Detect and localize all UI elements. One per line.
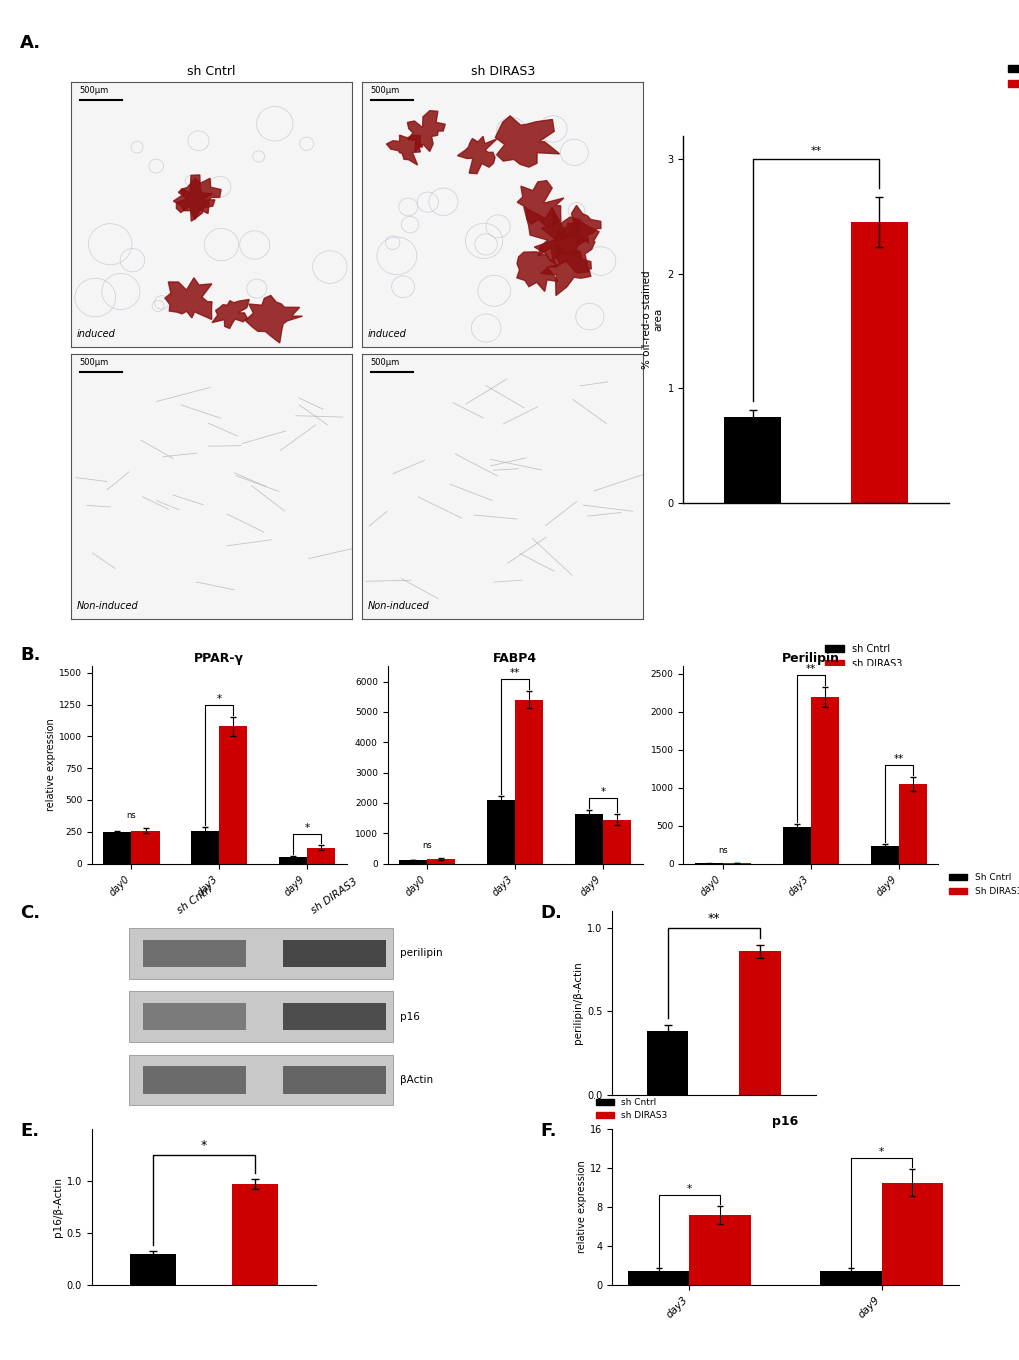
- Bar: [515, 700, 543, 864]
- Text: **: **: [707, 911, 719, 925]
- Text: *: *: [305, 823, 310, 832]
- Text: sh Cntrl: sh Cntrl: [186, 65, 235, 78]
- Bar: [128, 928, 392, 979]
- Bar: [486, 800, 515, 864]
- Text: **: **: [510, 669, 520, 679]
- Text: perilipin: perilipin: [399, 948, 442, 959]
- Bar: [739, 951, 781, 1095]
- Bar: [870, 846, 898, 864]
- Text: βActin: βActin: [399, 1074, 433, 1085]
- Bar: [131, 831, 159, 864]
- Polygon shape: [245, 295, 303, 343]
- Text: *: *: [686, 1185, 691, 1194]
- Text: Non-induced: Non-induced: [368, 601, 429, 611]
- Polygon shape: [524, 207, 588, 261]
- Text: sh DIRAS3: sh DIRAS3: [309, 876, 359, 915]
- Y-axis label: p16/β-Actin: p16/β-Actin: [53, 1176, 62, 1238]
- Title: p16: p16: [771, 1115, 798, 1127]
- Text: 500μm: 500μm: [79, 358, 109, 367]
- Text: E.: E.: [20, 1122, 40, 1140]
- Text: C.: C.: [20, 904, 41, 922]
- Bar: [627, 1270, 689, 1285]
- Text: induced: induced: [368, 329, 407, 339]
- Text: ns: ns: [126, 812, 137, 820]
- Polygon shape: [534, 209, 598, 273]
- Y-axis label: relative expression: relative expression: [577, 1160, 587, 1254]
- Text: A.: A.: [20, 34, 42, 52]
- Bar: [282, 1002, 385, 1031]
- Bar: [143, 1002, 246, 1031]
- Bar: [689, 1214, 750, 1285]
- Text: B.: B.: [20, 646, 41, 664]
- Text: p16: p16: [399, 1012, 420, 1021]
- Text: induced: induced: [77, 329, 116, 339]
- Legend: sh Cntrl, sh DIRAS3: sh Cntrl, sh DIRAS3: [591, 1095, 671, 1123]
- Bar: [427, 860, 454, 864]
- Polygon shape: [386, 135, 422, 165]
- Bar: [191, 831, 219, 864]
- Polygon shape: [176, 175, 215, 222]
- Bar: [810, 696, 839, 864]
- Text: 500μm: 500μm: [370, 86, 399, 95]
- Polygon shape: [540, 245, 591, 295]
- Bar: [819, 1270, 880, 1285]
- Legend: sh Cntrl, sh DIRAS3: sh Cntrl, sh DIRAS3: [820, 641, 905, 672]
- Bar: [646, 1031, 688, 1095]
- Polygon shape: [458, 136, 496, 174]
- Polygon shape: [165, 277, 212, 320]
- Text: **: **: [893, 755, 903, 764]
- Text: *: *: [600, 787, 605, 797]
- Text: ns: ns: [717, 846, 728, 854]
- Bar: [232, 1185, 277, 1285]
- Polygon shape: [517, 252, 557, 291]
- Text: *: *: [216, 694, 222, 704]
- Y-axis label: % oil-red-o stained
area: % oil-red-o stained area: [641, 271, 662, 369]
- Bar: [279, 857, 307, 864]
- Title: PPAR-γ: PPAR-γ: [194, 653, 245, 665]
- Legend: Sh Cntrl, Sh DIRAS3: Sh Cntrl, Sh DIRAS3: [945, 870, 1019, 899]
- Bar: [602, 820, 631, 864]
- Bar: [143, 940, 246, 967]
- Text: F.: F.: [540, 1122, 556, 1140]
- Bar: [307, 847, 335, 864]
- Polygon shape: [407, 110, 445, 151]
- Bar: [850, 222, 907, 503]
- Text: *: *: [878, 1146, 883, 1157]
- Text: **: **: [809, 146, 821, 155]
- Text: **: **: [805, 664, 815, 675]
- Polygon shape: [495, 116, 559, 167]
- Bar: [282, 940, 385, 967]
- Legend: sh Cntrl, sh DIRAS3: sh Cntrl, sh DIRAS3: [1004, 60, 1019, 92]
- Text: 500μm: 500μm: [79, 86, 109, 95]
- Bar: [143, 1066, 246, 1093]
- Polygon shape: [554, 205, 600, 248]
- Polygon shape: [173, 178, 221, 219]
- Bar: [282, 1066, 385, 1093]
- Bar: [219, 726, 248, 864]
- Text: sh DIRAS3: sh DIRAS3: [471, 65, 534, 78]
- Polygon shape: [517, 181, 564, 226]
- Y-axis label: relative expression: relative expression: [46, 718, 56, 812]
- Bar: [880, 1183, 943, 1285]
- Bar: [130, 1254, 176, 1285]
- Text: sh Cntrl: sh Cntrl: [175, 884, 214, 915]
- Y-axis label: perilipin/β-Actin: perilipin/β-Actin: [573, 962, 582, 1044]
- Text: ns: ns: [422, 842, 432, 850]
- Bar: [128, 1054, 392, 1106]
- Polygon shape: [212, 299, 249, 328]
- Bar: [103, 832, 131, 864]
- Bar: [898, 783, 926, 864]
- Bar: [575, 813, 602, 864]
- Title: Perilipin: Perilipin: [782, 653, 839, 665]
- Text: 500μm: 500μm: [370, 358, 399, 367]
- Text: Non-induced: Non-induced: [77, 601, 139, 611]
- Bar: [398, 860, 427, 864]
- Bar: [128, 991, 392, 1042]
- Bar: [782, 827, 810, 864]
- Text: D.: D.: [540, 904, 561, 922]
- Text: *: *: [201, 1138, 207, 1152]
- Bar: [723, 418, 781, 503]
- Title: FABP4: FABP4: [492, 653, 537, 665]
